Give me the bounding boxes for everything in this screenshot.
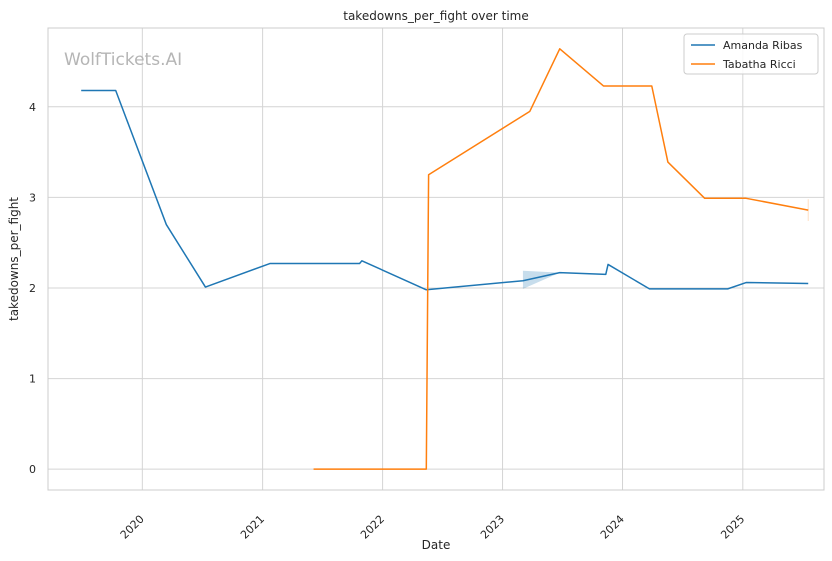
legend-box — [683, 33, 819, 75]
y-tick-label: 1 — [29, 373, 36, 386]
y-axis-label: takedowns_per_fight — [7, 197, 21, 321]
y-tick-label: 3 — [29, 191, 36, 204]
x-axis-label: Date — [422, 538, 451, 552]
y-tick-label: 4 — [29, 101, 36, 114]
chart-title: takedowns_per_fight over time — [343, 9, 529, 23]
legend-label: Tabatha Ricci — [722, 58, 796, 71]
legend: Amanda Ribas Tabatha Ricci — [683, 33, 819, 75]
series-lines — [81, 48, 809, 470]
y-tick-label: 0 — [29, 463, 36, 476]
series-line-0 — [81, 89, 809, 291]
y-axis-ticks: 0 1 2 3 4 — [29, 101, 36, 476]
series-line-1 — [313, 48, 809, 470]
plot-frame — [47, 27, 825, 491]
y-tick-label: 2 — [29, 282, 36, 295]
legend-label: Amanda Ribas — [723, 39, 803, 52]
grid-lines — [48, 28, 824, 490]
watermark-text: WolfTickets.AI — [64, 50, 182, 70]
